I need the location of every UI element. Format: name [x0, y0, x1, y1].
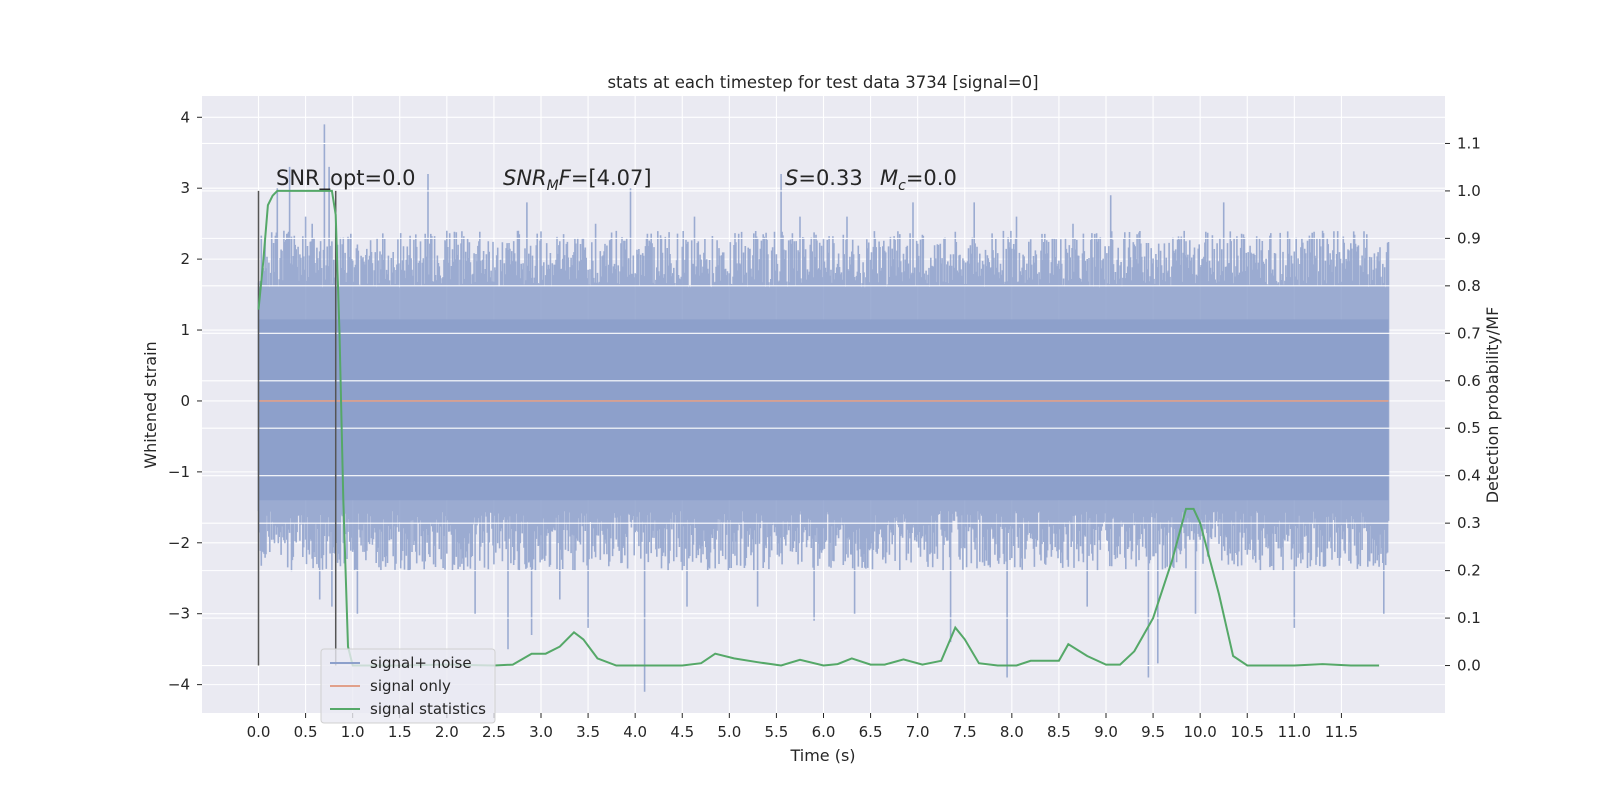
x-tick-label: 2.0: [435, 723, 459, 741]
x-tick-label: 5.0: [717, 723, 741, 741]
y2-tick-label: 0.0: [1457, 657, 1481, 675]
x-tick-label: 3.5: [576, 723, 600, 741]
snr-mf-rest-var: F: [559, 166, 572, 190]
x-tick-label: 9.5: [1141, 723, 1165, 741]
x-tick-label: 0.0: [247, 723, 271, 741]
mc-subscript: c: [898, 178, 906, 194]
x-tick-label: 10.0: [1183, 723, 1216, 741]
legend-label-signal-only: signal only: [370, 677, 451, 695]
y2-tick-label: 1.1: [1457, 134, 1481, 152]
mc-annotation: Mc=0.0: [880, 166, 957, 194]
window-markers: [257, 190, 337, 666]
s-var: S: [785, 166, 798, 190]
y2-tick-label: 0.3: [1457, 514, 1481, 532]
y-tick-label: −3: [168, 605, 190, 623]
x-tick-label: 1.5: [388, 723, 412, 741]
y2-axis-ticks: 1.1 1.0 0.9 0.8 0.7 0.6 0.5 0.4 0.3 0.2 0.1 0.0: [1445, 134, 1481, 675]
x-tick-label: 6.5: [859, 723, 883, 741]
y-axis-label: Whitened strain: [141, 341, 160, 468]
x-tick-label: 5.5: [764, 723, 788, 741]
x-axis-ticks: 0.0 0.5 1.0 1.5 2.0 2.5 3.0 3.5 4.0 4.5 5.0 5.5 6.0 6…: [247, 713, 1358, 741]
legend-box: [320, 648, 496, 724]
x-tick-label: 11.0: [1278, 723, 1311, 741]
x-tick-label: 4.5: [670, 723, 694, 741]
noise-series: [257, 124, 1390, 692]
y-tick-label: 2: [180, 250, 190, 268]
y2-tick-label: 0.2: [1457, 562, 1481, 580]
x-axis-label: Time (s): [789, 746, 855, 765]
y-tick-label: 3: [180, 179, 190, 197]
y-tick-label: 1: [180, 321, 190, 339]
legend: signal+ noise signal only signal statist…: [320, 648, 496, 724]
x-tick-label: 8.5: [1047, 723, 1071, 741]
noise-core-band: [258, 319, 1389, 501]
y-tick-label: −1: [168, 463, 190, 481]
y-tick-label: 0: [180, 392, 190, 410]
legend-label-statistics: signal statistics: [370, 700, 486, 718]
chart-title: stats at each timestep for test data 373…: [607, 73, 1038, 92]
x-tick-label: 10.5: [1231, 723, 1264, 741]
snr-mf-value: =[4.07]: [571, 166, 652, 190]
x-tick-label: 0.5: [294, 723, 318, 741]
x-tick-label: 8.0: [1000, 723, 1024, 741]
y2-axis-label: Detection probability/MF: [1483, 307, 1502, 504]
y2-tick-label: 0.6: [1457, 372, 1481, 390]
x-tick-label: 1.0: [341, 723, 365, 741]
y2-tick-label: 0.5: [1457, 419, 1481, 437]
x-tick-label: 7.5: [953, 723, 977, 741]
s-annotation: S=0.33: [785, 166, 863, 190]
x-tick-label: 3.0: [529, 723, 553, 741]
y2-tick-label: 0.4: [1457, 467, 1481, 485]
y2-tick-label: 0.7: [1457, 324, 1481, 342]
mc-var: M: [880, 166, 898, 190]
y-tick-label: 4: [180, 108, 190, 126]
y2-tick-label: 0.9: [1457, 229, 1481, 247]
x-tick-label: 2.5: [482, 723, 506, 741]
signal-statistics-line: [257, 189, 1380, 667]
x-tick-label: 6.0: [812, 723, 836, 741]
snr-opt-annotation: SNR_opt=0.0: [276, 166, 416, 191]
x-tick-label: 4.0: [623, 723, 647, 741]
y2-tick-label: 0.8: [1457, 277, 1481, 295]
x-tick-label: 11.5: [1325, 723, 1358, 741]
x-tick-label: 9.0: [1094, 723, 1118, 741]
legend-label-noise: signal+ noise: [370, 654, 472, 672]
y-tick-label: −2: [168, 534, 190, 552]
snr-mf-subscript: M: [547, 178, 559, 194]
y2-tick-label: 0.1: [1457, 609, 1481, 627]
s-value: =0.33: [798, 166, 862, 190]
y-tick-label: −4: [168, 676, 190, 694]
y2-tick-label: 1.0: [1457, 182, 1481, 200]
mc-value: =0.0: [906, 166, 957, 190]
snr-mf-annotation: SNRMF=[4.07]: [503, 166, 652, 194]
x-tick-label: 7.0: [906, 723, 930, 741]
y-axis-ticks: 4 3 2 1 0 −1 −2 −3 −4: [168, 108, 202, 694]
snr-mf-var: SNR: [503, 166, 547, 190]
